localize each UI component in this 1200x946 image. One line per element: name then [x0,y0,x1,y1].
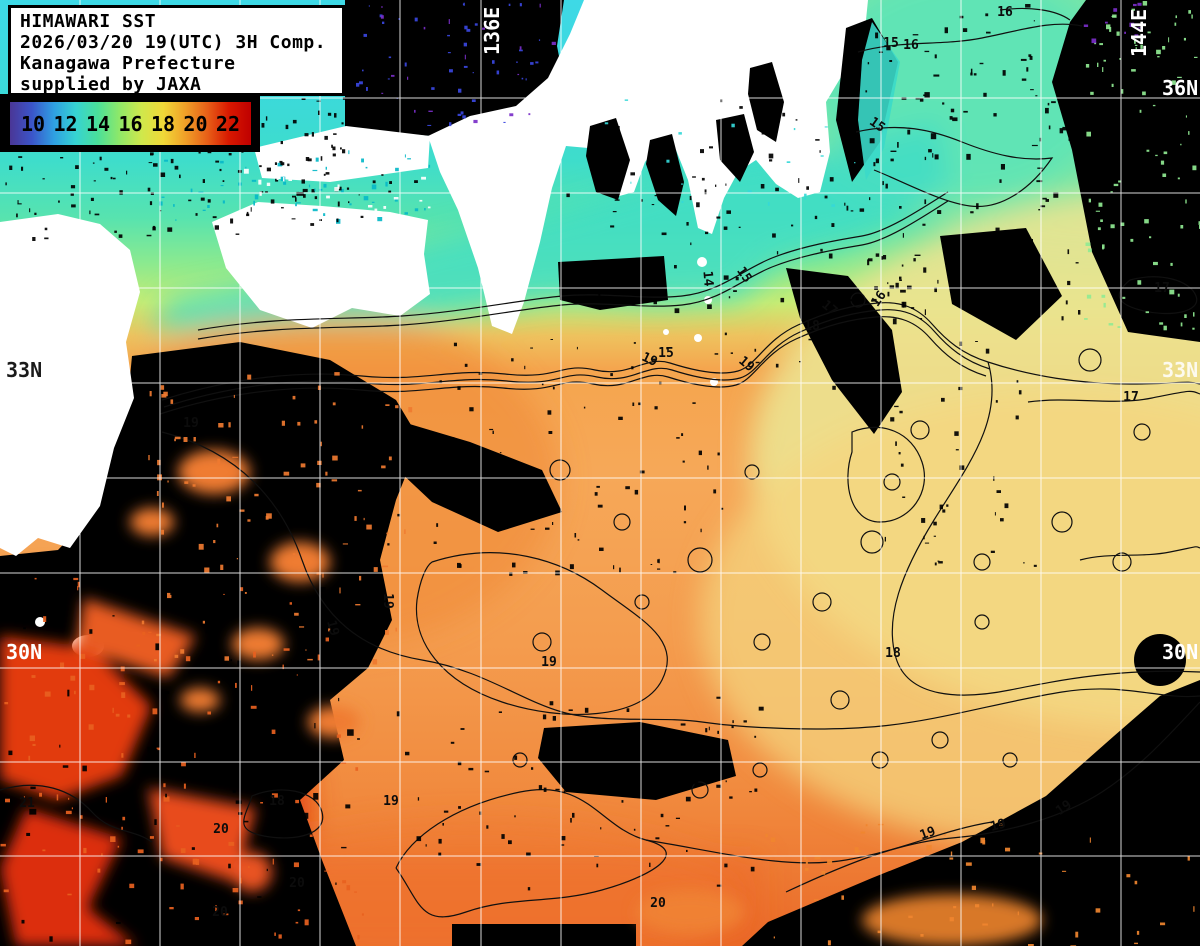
colorbar-tick: 10 [21,111,46,136]
lat-label-30n-left: 30N [6,640,42,664]
contour-label: 16 [868,288,889,310]
contour-label: 19 [918,824,938,843]
contour-label: 15 [658,346,674,361]
warm-patches [0,450,1042,946]
colorbar-tick: 18 [150,111,176,136]
title-box: HIMAWARI SST 2026/03/20 19(UTC) 3H Comp.… [8,5,345,96]
contour-label: 16 [903,38,919,53]
contour-label: 20 [212,905,228,920]
land-shikoku [212,202,430,328]
contour-label: 20 [213,822,229,837]
colorbar-tick: 22 [215,111,240,136]
contour-label: 15 [866,114,887,135]
contour-label: 19 [1053,797,1074,818]
colorbar: 10 12 14 16 18 20 22 [8,100,253,147]
contour-label: 21 [19,796,35,811]
lat-label-33n-left: 33N [6,358,42,382]
contour-label: 17 [1154,281,1170,296]
contour-label: 20 [289,876,305,891]
colorbar-ticks: 10 12 14 16 18 20 22 [10,112,251,136]
contour-label: 19 [323,619,342,638]
title-line-region: Kanagawa Prefecture [20,53,236,74]
lat-label-36n-right: 36N [1162,76,1198,100]
colorbar-tick: 16 [118,111,143,136]
lat-label-30n-right: 30N [1162,640,1198,664]
contour-label: 18 [885,646,901,661]
contour-label: 19 [989,816,1008,835]
title-line-product: HIMAWARI SST [20,11,157,32]
contour-label: 18 [269,794,285,809]
contour-label: 19 [380,593,395,609]
isotherm-contours [0,7,1200,918]
coordinate-labels: 136E 144E 36N 33N 30N 30N 33N [6,7,1198,664]
lon-label-144e: 144E [1127,9,1151,57]
colorbar-tick: 14 [85,111,111,136]
contour-label: 15 [733,264,754,285]
land-chugoku [254,126,430,182]
lat-label-33n-right: 33N [1162,358,1198,382]
contour-label: 19 [639,350,660,370]
lon-label-136e: 136E [480,7,504,55]
contour-label: 16 [997,5,1013,20]
title-line-source: supplied by JAXA [20,74,202,95]
title-line-datetime: 2026/03/20 19(UTC) 3H Comp. [20,32,327,53]
contour-label: 15 [883,36,899,51]
contour-label: 19 [183,416,199,431]
colorbar-tick: 20 [183,111,208,136]
contour-label: 20 [650,896,666,911]
contour-label: 18 [804,319,820,334]
contour-label: 19 [541,655,557,670]
contour-label: 17 [1123,390,1139,405]
contour-label: 14 [699,270,715,287]
contour-label: 19 [383,794,399,809]
land-kyushu [0,214,140,556]
colorbar-tick: 12 [53,111,78,136]
